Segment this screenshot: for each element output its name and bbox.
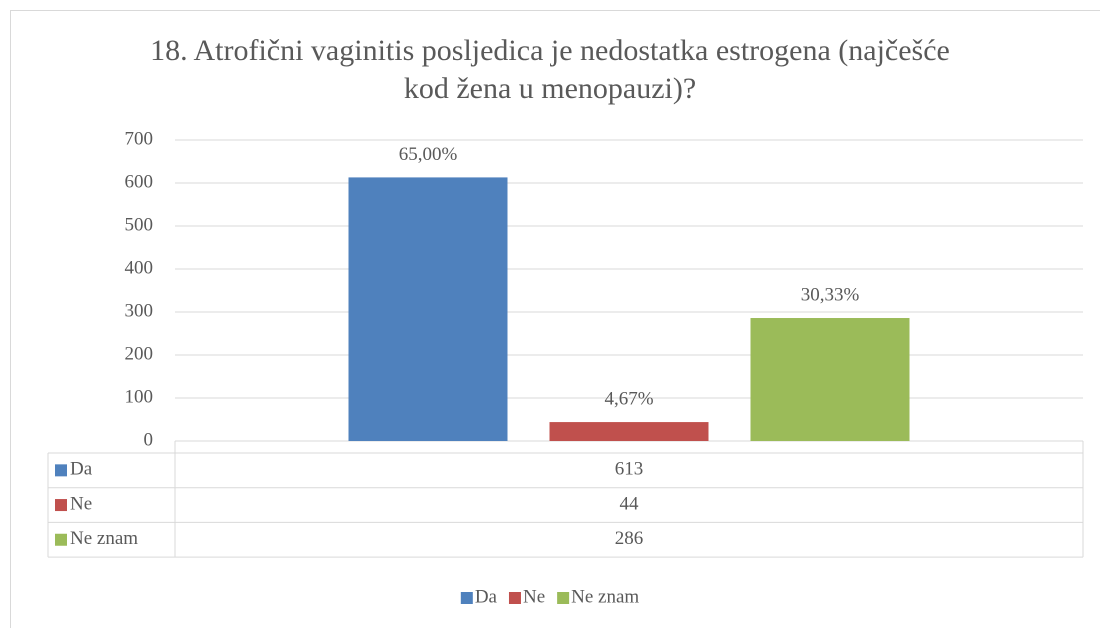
table-series-name: Da	[70, 459, 93, 480]
y-tick-label: 500	[125, 214, 154, 235]
chart-title: 18. Atrofični vaginitis posljedica je ne…	[150, 34, 950, 105]
table-value: 44	[620, 493, 640, 514]
data-label: 4,67%	[604, 388, 653, 409]
y-tick-label: 100	[125, 386, 154, 407]
legend-label: Da	[475, 586, 498, 607]
legend-label: Ne	[523, 586, 545, 607]
table-swatch	[55, 499, 67, 512]
data-label: 65,00%	[399, 144, 458, 165]
y-tick-label: 300	[125, 300, 154, 321]
legend-swatch	[460, 592, 473, 604]
bar	[549, 422, 709, 441]
data-label: 30,33%	[801, 284, 860, 305]
chart-border	[10, 10, 1100, 628]
table-swatch	[55, 464, 67, 477]
legend-swatch	[557, 592, 570, 604]
table-value: 286	[615, 528, 644, 549]
y-tick-label: 400	[125, 257, 154, 278]
y-tick-label: 0	[144, 429, 154, 450]
y-tick-label: 200	[125, 343, 154, 364]
table-series-name: Ne znam	[70, 528, 138, 549]
legend-swatch	[508, 592, 521, 604]
table-swatch	[55, 533, 67, 546]
bar	[348, 177, 508, 441]
y-tick-label: 600	[125, 171, 154, 192]
bar	[750, 318, 910, 441]
table-series-name: Ne	[70, 493, 92, 514]
table-value: 613	[615, 459, 644, 480]
y-tick-label: 700	[125, 128, 154, 149]
legend-label: Ne znam	[571, 586, 639, 607]
